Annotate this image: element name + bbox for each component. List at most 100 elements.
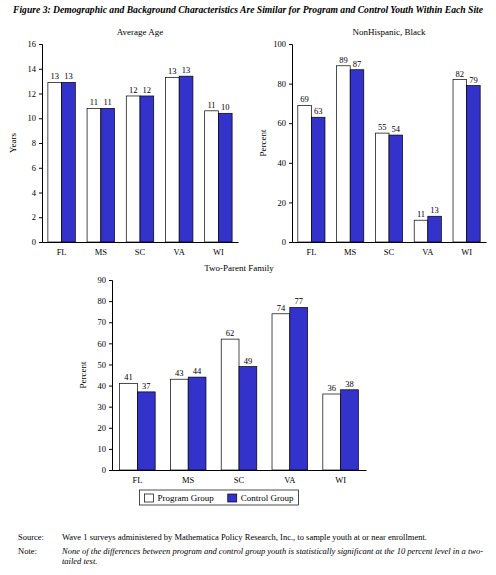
bar <box>120 383 138 470</box>
data-label: 43 <box>175 368 184 378</box>
x-axis: FLMSSCVAWI <box>43 242 239 257</box>
y-tick-mark <box>109 364 112 365</box>
y-tick: 40 <box>98 381 113 391</box>
y-tick-mark <box>289 242 292 243</box>
y-tick-label: 80 <box>98 296 107 306</box>
note-label: Note: <box>18 546 62 566</box>
x-tick-label: SC <box>384 247 395 257</box>
y-tick-label: 40 <box>98 381 107 391</box>
bar <box>453 80 467 242</box>
y-tick-mark <box>289 123 292 124</box>
y-tick-label: 4 <box>32 188 37 198</box>
bar <box>87 108 101 242</box>
y-tick-label: 12 <box>28 89 37 99</box>
y-tick: 10 <box>98 444 113 454</box>
y-tick-label: 0 <box>102 465 106 475</box>
bar <box>170 379 188 470</box>
y-tick-label: 16 <box>28 39 37 49</box>
x-tick: SC <box>384 242 395 257</box>
legend-swatch <box>145 494 154 502</box>
data-label: 13 <box>64 71 73 81</box>
y-axis-title: Percent <box>78 361 88 388</box>
y-tick: 20 <box>98 423 113 433</box>
y-tick: 80 <box>278 79 293 89</box>
bar <box>62 82 76 242</box>
data-label: 11 <box>90 97 98 107</box>
y-tick: 10 <box>28 113 43 123</box>
y-tick: 40 <box>278 158 293 168</box>
chart-title: NonHispanic, Black <box>353 27 426 37</box>
bar <box>323 394 341 470</box>
legend-label: Control Group <box>241 493 294 503</box>
data-label: 12 <box>143 85 152 95</box>
y-tick: 0 <box>102 465 112 475</box>
x-axis: FLMSSCVAWI <box>293 242 487 257</box>
data-label: 41 <box>124 372 133 382</box>
x-tick-label: SC <box>135 247 146 257</box>
legend-box <box>140 490 299 505</box>
bar <box>165 77 179 242</box>
bars <box>120 307 359 470</box>
y-tick: 0 <box>282 237 292 247</box>
y-axis: 0246810121416 <box>28 39 43 247</box>
y-tick: 30 <box>98 402 113 412</box>
data-label: 69 <box>300 94 309 104</box>
figure-title: Figure 3: Demographic and Background Cha… <box>12 4 483 15</box>
bar <box>48 82 62 242</box>
y-tick: 20 <box>278 198 293 208</box>
legend-swatch <box>228 494 237 502</box>
data-label: 77 <box>294 296 303 306</box>
bar <box>179 76 193 242</box>
bar <box>188 377 206 470</box>
y-tick-label: 50 <box>98 360 107 370</box>
x-tick-label: MS <box>344 247 357 257</box>
y-tick-mark <box>109 301 112 302</box>
y-tick: 4 <box>32 188 42 198</box>
y-tick-mark <box>109 428 112 429</box>
y-tick-mark <box>109 386 112 387</box>
x-tick: VA <box>284 470 296 485</box>
x-tick-label: VA <box>174 247 186 257</box>
x-tick-label: WI <box>335 475 346 485</box>
data-label: 38 <box>345 379 354 389</box>
bars <box>48 76 232 242</box>
data-label: 13 <box>50 71 59 81</box>
x-axis-line <box>293 242 487 243</box>
y-tick-label: 6 <box>32 163 36 173</box>
y-tick-mark <box>39 242 42 243</box>
x-tick-label: FL <box>57 247 67 257</box>
bar <box>375 133 389 242</box>
x-tick-label: MS <box>182 475 195 485</box>
data-label: 87 <box>353 59 362 69</box>
y-tick-mark <box>39 44 42 45</box>
bar <box>341 390 359 470</box>
y-tick: 12 <box>28 89 43 99</box>
data-label: 36 <box>327 383 336 393</box>
x-axis-line <box>43 242 239 243</box>
y-tick-label: 0 <box>282 237 286 247</box>
data-label: 49 <box>244 356 253 366</box>
y-tick-mark <box>289 44 292 45</box>
y-tick-mark <box>39 193 42 194</box>
x-tick: WI <box>461 242 472 257</box>
y-tick: 2 <box>32 212 42 222</box>
bar <box>350 70 364 242</box>
source: Source:Wave 1 surveys administered by Ma… <box>18 532 488 542</box>
x-tick: SC <box>135 242 146 257</box>
y-tick-label: 60 <box>98 339 107 349</box>
y-tick: 90 <box>98 275 113 285</box>
y-tick-mark <box>39 69 42 70</box>
x-tick-label: WI <box>213 247 224 257</box>
legend: Program GroupControl Group <box>140 490 299 505</box>
data-label: 82 <box>456 69 465 79</box>
data-label: 74 <box>277 303 286 313</box>
y-tick-label: 20 <box>278 198 287 208</box>
y-tick-mark <box>289 163 292 164</box>
data-label: 79 <box>469 75 478 85</box>
bars <box>298 66 480 242</box>
y-axis-line <box>39 45 43 243</box>
y-tick-mark <box>109 343 112 344</box>
bar <box>221 339 239 470</box>
y-tick-mark <box>109 470 112 471</box>
x-axis-line <box>113 470 367 471</box>
